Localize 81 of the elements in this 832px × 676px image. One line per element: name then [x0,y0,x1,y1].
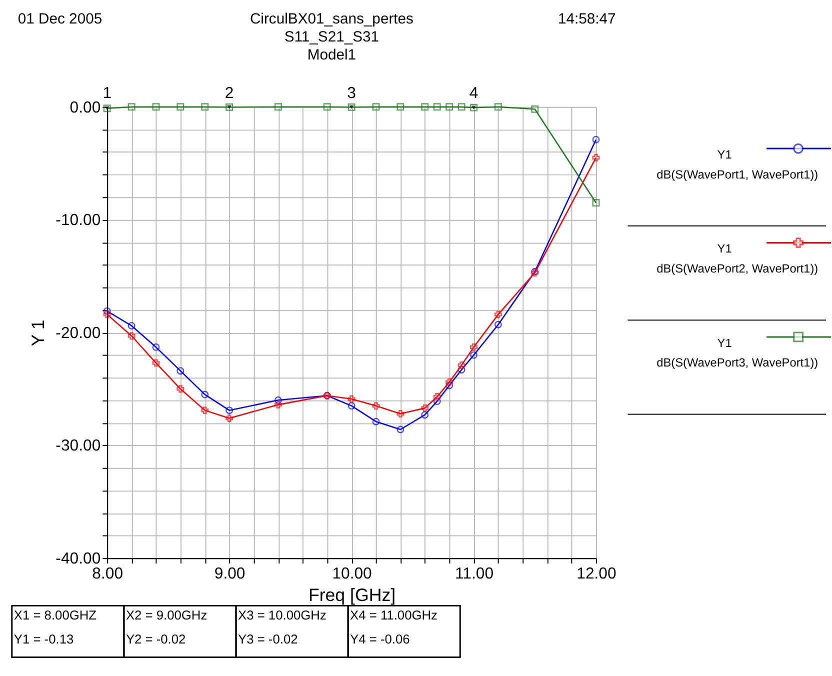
text: Y1 [717,336,732,350]
point [323,103,331,111]
y-tick-label: -10.00 [56,212,101,230]
annotation: 4 [469,84,478,102]
point [226,414,234,422]
text: Y3 = -0.02 [238,631,298,646]
point [458,366,466,374]
y-tick-label: -20.00 [56,324,101,342]
legend-label: dB(S(WavePort2, WavePort1)) [656,261,818,276]
point [433,393,441,401]
point [396,410,404,418]
point [494,310,502,318]
point [433,398,441,406]
point [433,103,441,111]
y-tick-label: -40.00 [56,550,101,568]
point [128,332,136,340]
chart-subtitle: S11_S21_S31 Model1 [284,29,380,64]
point [396,103,404,111]
point [494,103,502,111]
point [470,343,478,351]
annotation: 3 [347,84,356,102]
text: Y2 = -0.02 [126,631,186,646]
point [103,310,111,318]
point [201,406,209,414]
text: Y1 [717,147,732,162]
point [396,426,404,434]
x-tick-label: 12.00 [576,565,617,582]
text: X2 = 9.00GHz [126,608,208,623]
point [592,199,600,206]
point [128,103,136,111]
point [226,406,234,414]
point [421,411,429,419]
point [128,322,136,330]
point [152,103,160,111]
text: 01 Dec 2005 [18,12,102,28]
y-tick-label: -30.00 [56,438,101,455]
annotation: 2 [224,84,234,102]
point [531,105,539,113]
point [372,402,380,410]
x-tick-label: 11.00 [455,565,494,582]
point [458,103,466,111]
text: Y1 = -0.13 [14,631,74,646]
text: Y1 [717,242,732,256]
text: Y4 = -0.06 [350,631,410,646]
legend-label: dB(S(WavePort3, WavePort1)) [656,356,818,370]
point [372,418,380,426]
annotation: 1 [102,84,112,102]
point [152,359,160,367]
text: X4 = 11.00GHz [350,608,438,623]
y-axis-title: Y 1 [28,320,48,346]
point [274,400,282,408]
point [470,351,478,359]
point [201,390,209,398]
point [176,103,184,111]
chart-title: CirculBX01_sans_pertes [250,12,414,28]
point [446,103,454,111]
x-tick-label: 9.00 [214,565,246,582]
text: X1 = 8.00GHZ [14,608,97,623]
point [372,103,380,111]
point [494,320,502,328]
point [421,404,429,412]
point [421,103,429,111]
point [176,367,184,375]
point [458,361,466,369]
x-axis-title: Freq [GHz] [308,585,396,606]
point [274,103,282,111]
point [176,385,184,393]
point [152,343,160,351]
point [446,382,454,390]
x-tick-label: 10.00 [332,565,372,582]
point [592,154,600,162]
point [201,103,209,111]
point [446,378,454,386]
point [274,396,282,404]
text: 14:58:47 [558,12,616,28]
x-tick-label: 8.00 [92,565,124,582]
y-tick-label: 0.00 [70,99,101,116]
text: X3 = 10.00GHz [238,608,326,623]
point [348,402,356,410]
legend-label: dB(S(WavePort1, WavePort1)) [656,167,818,182]
point [348,395,356,403]
